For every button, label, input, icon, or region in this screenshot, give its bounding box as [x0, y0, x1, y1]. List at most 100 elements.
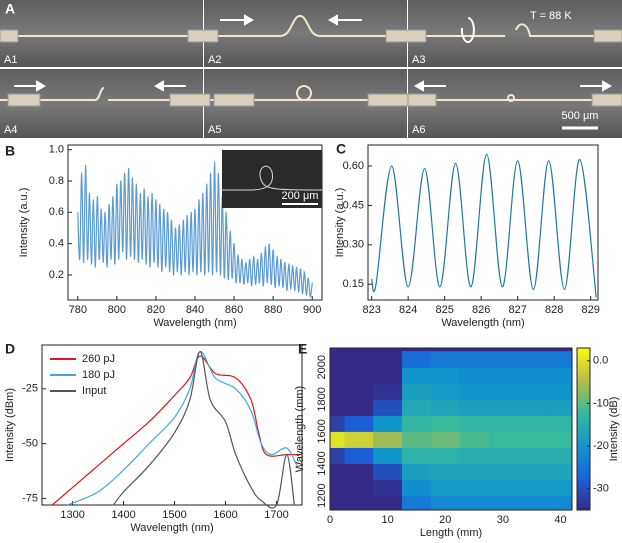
panel-label: C: [336, 141, 346, 157]
heatmap-cell: [373, 447, 403, 464]
x-axis-label: Wavelength (nm): [130, 522, 213, 534]
x-tick-label: 840: [186, 304, 204, 316]
heatmap-cell: [402, 479, 432, 497]
x-tick-label: 828: [545, 304, 563, 316]
y-axis-label: Intensity (a.u.): [334, 188, 346, 258]
heatmap-cell: [430, 415, 461, 432]
x-tick-label: 1500: [162, 509, 186, 521]
y-tick-label: 0.6: [49, 206, 64, 218]
inset-fiber: [222, 165, 323, 191]
x-tick-label: 900: [303, 304, 321, 316]
colorbar-tick-label: -20: [593, 440, 609, 452]
heatmap-cell: [546, 447, 572, 464]
heatmap-cell: [488, 383, 518, 400]
heatmap-cell: [344, 479, 374, 497]
heatmap-cell: [373, 367, 403, 384]
y-tick-label: 2000: [316, 355, 328, 379]
heatmap-cell: [459, 495, 489, 510]
y-tick-label: 1.0: [49, 144, 64, 156]
x-tick-label: 1700: [264, 509, 288, 521]
data-line: [77, 161, 313, 298]
heatmap-cell: [402, 399, 432, 416]
heatmap-cell: [402, 495, 432, 510]
y-tick-label: 1800: [316, 387, 328, 411]
heatmap-cell: [517, 383, 547, 400]
heatmap-cell: [402, 431, 432, 448]
heatmap-cell: [330, 495, 345, 510]
heatmap-cell: [344, 463, 374, 481]
heatmap-cell: [373, 415, 403, 432]
panel-label: A: [5, 1, 15, 17]
colorbar-tick-label: 0.0: [593, 355, 608, 367]
data-line: [371, 153, 597, 298]
heatmap-cell: [330, 351, 345, 368]
heatmap-cell: [430, 431, 461, 448]
heatmap-cell: [517, 495, 547, 510]
photo-label: A5: [208, 124, 221, 136]
x-tick-label: 30: [497, 514, 509, 526]
x-tick-label: 860: [225, 304, 243, 316]
y-tick-label: -25: [22, 383, 38, 395]
heatmap-cell: [430, 447, 461, 464]
heatmap-cell: [373, 383, 403, 400]
x-tick-label: 820: [147, 304, 165, 316]
heatmap-cell: [546, 351, 572, 368]
heatmap-cell: [373, 431, 403, 448]
heatmap-cell: [330, 447, 345, 464]
heatmap-cell: [402, 351, 432, 368]
heatmap-cell: [488, 495, 518, 510]
y-tick-label: 1400: [316, 451, 328, 475]
heatmap-cell: [344, 415, 374, 432]
y-tick-label: -75: [22, 492, 38, 504]
heatmap-cell: [517, 447, 547, 464]
plot-frame: [367, 144, 599, 301]
heatmap-cell: [459, 431, 489, 448]
legend-label: 260 pJ: [82, 353, 115, 365]
photo-label: A2: [208, 54, 221, 66]
heatmap-cells: [330, 351, 572, 510]
photo-label: A6: [412, 124, 425, 136]
x-axis-label: Wavelength (nm): [153, 317, 236, 329]
legend-label: Input: [82, 385, 106, 397]
x-tick-label: 829: [582, 304, 600, 316]
heatmap-cell: [430, 495, 461, 510]
x-tick-label: 0: [327, 514, 333, 526]
x-tick-label: 1300: [60, 509, 84, 521]
heatmap-cell: [546, 415, 572, 432]
photo-panel: A A1 A2 A3 A4 A5 A6 T = 88 K 500 μm: [0, 0, 622, 138]
heatmap-cell: [430, 367, 461, 384]
x-tick-label: 826: [472, 304, 490, 316]
data-line: [112, 350, 295, 509]
inset-scale-label: 200 μm: [282, 190, 319, 202]
heatmap-cell: [373, 351, 403, 368]
heatmap-cell: [402, 383, 432, 400]
photo-label: A4: [4, 124, 17, 136]
legend-label: 180 pJ: [82, 369, 115, 381]
heatmap-cell: [344, 431, 374, 448]
heatmap-cell: [430, 383, 461, 400]
x-tick-label: 824: [399, 304, 417, 316]
colorbar-tick-label: -30: [593, 483, 609, 495]
y-tick-label: 1200: [316, 483, 328, 507]
photo-label: A1: [4, 54, 17, 66]
y-axis-label: Intensity (dBm): [4, 388, 16, 462]
y-tick-label: -50: [22, 438, 38, 450]
heatmap-cell: [344, 495, 374, 510]
colorbar-tick-label: -10: [593, 397, 609, 409]
heatmap-cell: [430, 399, 461, 416]
heatmap-cell: [517, 399, 547, 416]
x-axis-label: Length (mm): [420, 527, 482, 539]
heatmap-cell: [373, 495, 403, 510]
x-tick-label: 40: [554, 514, 566, 526]
heatmap-cell: [517, 463, 547, 481]
y-tick-label: 0.2: [49, 269, 64, 281]
heatmap-cell: [373, 479, 403, 497]
heatmap-cell: [459, 463, 489, 481]
heatmap-cell: [373, 399, 403, 416]
data-line: [51, 355, 300, 506]
heatmap-cell: [459, 447, 489, 464]
plot-frame: [41, 344, 303, 506]
y-tick-label: 0.8: [49, 175, 64, 187]
colorbar-label: Intensity (dB): [608, 397, 620, 462]
heatmap-cell: [402, 367, 432, 384]
